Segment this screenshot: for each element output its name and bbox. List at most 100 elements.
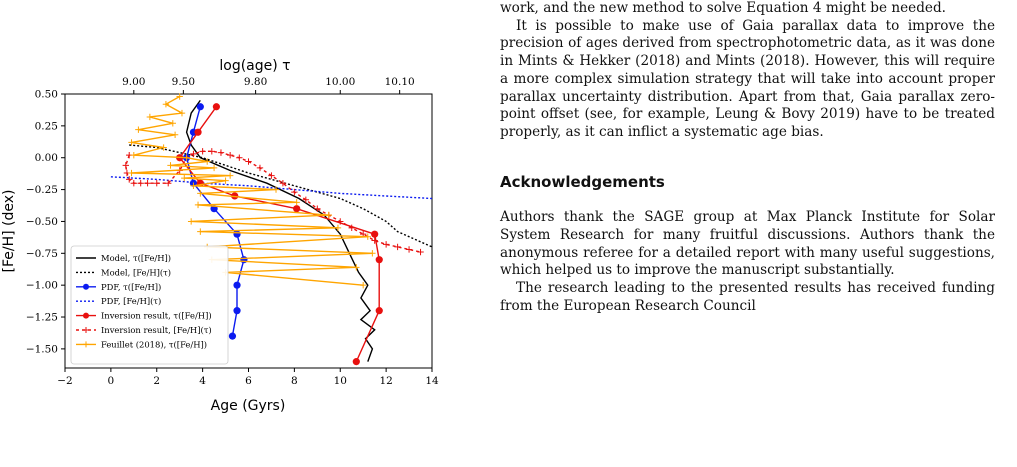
data-point [417, 248, 424, 256]
data-point [293, 205, 301, 213]
legend-label: PDF, [Fe/H](τ) [101, 296, 161, 306]
data-point [291, 188, 298, 196]
data-point [405, 246, 413, 253]
data-point [359, 281, 367, 289]
data-point [169, 120, 177, 127]
x-tick-label: 4 [199, 375, 206, 387]
top-tick-label: 9.00 [122, 76, 145, 88]
y-tick-label: −0.25 [26, 184, 58, 196]
legend-box [70, 245, 229, 365]
data-point [222, 177, 229, 184]
data-point [353, 264, 360, 271]
data-point [144, 180, 151, 187]
y-tick-label: 0.25 [35, 120, 58, 132]
x-axis: −2 0 2 4 6 8 10 12 14 [57, 368, 439, 387]
data-point [375, 256, 383, 264]
data-point [197, 190, 204, 197]
data-point [268, 172, 275, 179]
data-point [210, 164, 218, 172]
data-point [314, 205, 321, 212]
series-group [176, 103, 383, 366]
x-tick-label: 12 [379, 375, 392, 387]
data-point [171, 131, 179, 138]
data-point [337, 218, 344, 225]
data-point [334, 224, 342, 232]
series-layer [110, 93, 433, 366]
data-point [204, 158, 211, 165]
series-group [110, 176, 433, 200]
paragraph-continued: work, and the new method to solve Equati… [500, 0, 946, 16]
data-point [364, 233, 371, 240]
data-point [256, 164, 264, 172]
data-point [197, 228, 204, 235]
legend-label: Model, τ([Fe/H]) [101, 253, 171, 263]
data-point [83, 327, 89, 333]
x-tick-label: 14 [425, 375, 439, 387]
data-point [126, 176, 133, 183]
data-point [160, 144, 167, 151]
data-point [233, 281, 241, 289]
data-point [181, 174, 188, 182]
x-tick-label: 6 [245, 375, 252, 387]
data-point [190, 150, 197, 158]
data-point [176, 93, 183, 100]
data-point [162, 100, 170, 108]
y-tick-label: −1.50 [26, 343, 58, 355]
data-point [196, 103, 204, 111]
x-tick-label: 2 [153, 375, 160, 387]
y-tick-label: −0.50 [26, 216, 58, 228]
text-column: work, and the new method to solve Equati… [500, 0, 995, 316]
top-axis: 9.00 9.50 9.80 10.00 10.10 [122, 76, 415, 94]
data-point [130, 180, 138, 187]
data-point [187, 218, 195, 225]
section-heading: Acknowledgements [500, 172, 665, 191]
legend-label: Model, [Fe/H](τ) [101, 267, 171, 277]
data-point [146, 113, 154, 121]
data-point [245, 158, 252, 165]
data-point [233, 230, 241, 238]
data-point [279, 180, 287, 187]
data-point [135, 126, 142, 133]
data-point [167, 162, 174, 169]
x-tick-label: 10 [334, 375, 347, 387]
data-point [382, 241, 390, 248]
x-tick-label: 0 [108, 375, 115, 387]
series-line [110, 176, 433, 200]
data-point [165, 180, 172, 187]
data-point [83, 341, 89, 348]
data-point [199, 148, 206, 155]
legend-label: Inversion result, [Fe/H](τ) [101, 325, 212, 335]
top-tick-label: 10.00 [325, 76, 355, 88]
data-point [208, 148, 215, 155]
x-axis-title: Age (Gyrs) [211, 398, 286, 414]
legend: Model, τ([Fe/H]) Model, [Fe/H](τ) PDF, τ([… [70, 245, 229, 365]
y-axis: 0.50 0.25 0.00 −0.25 −0.50 −0.75 −1.00 −1.25 −1.… [26, 89, 65, 355]
data-point [394, 243, 401, 251]
data-point [226, 151, 234, 159]
series-line [185, 99, 376, 362]
data-point [325, 211, 332, 219]
data-point [371, 230, 379, 238]
data-point [128, 169, 135, 177]
data-point [236, 154, 243, 161]
data-point [130, 151, 138, 159]
y-tick-label: 0.50 [35, 89, 58, 101]
series-group [122, 148, 424, 256]
data-point [302, 196, 310, 203]
data-point [348, 224, 355, 232]
figure: −2 0 2 4 6 8 10 12 14 0.50 0.25 0.00 −0.25 −0.50 −0.7… [1, 58, 439, 414]
data-point [293, 199, 300, 206]
y-tick-label: −1.00 [26, 280, 58, 292]
paragraph-ack: Authors thank the SAGE group at Max Plan… [500, 209, 995, 279]
data-point [153, 180, 160, 187]
data-point [122, 162, 129, 169]
paragraph-funding: The research leading to the presented re… [500, 280, 995, 314]
x-tick-label: −2 [57, 375, 72, 387]
top-tick-label: 9.80 [244, 76, 267, 88]
legend-label: Feuillet (2018), τ([Fe/H]) [101, 339, 207, 349]
data-point [375, 307, 383, 315]
legend-label: PDF, τ([Fe/H]) [101, 282, 161, 292]
paragraph-gaia: It is possible to make use of Gaia paral… [500, 17, 995, 140]
data-point [128, 139, 135, 146]
data-point [194, 128, 202, 136]
